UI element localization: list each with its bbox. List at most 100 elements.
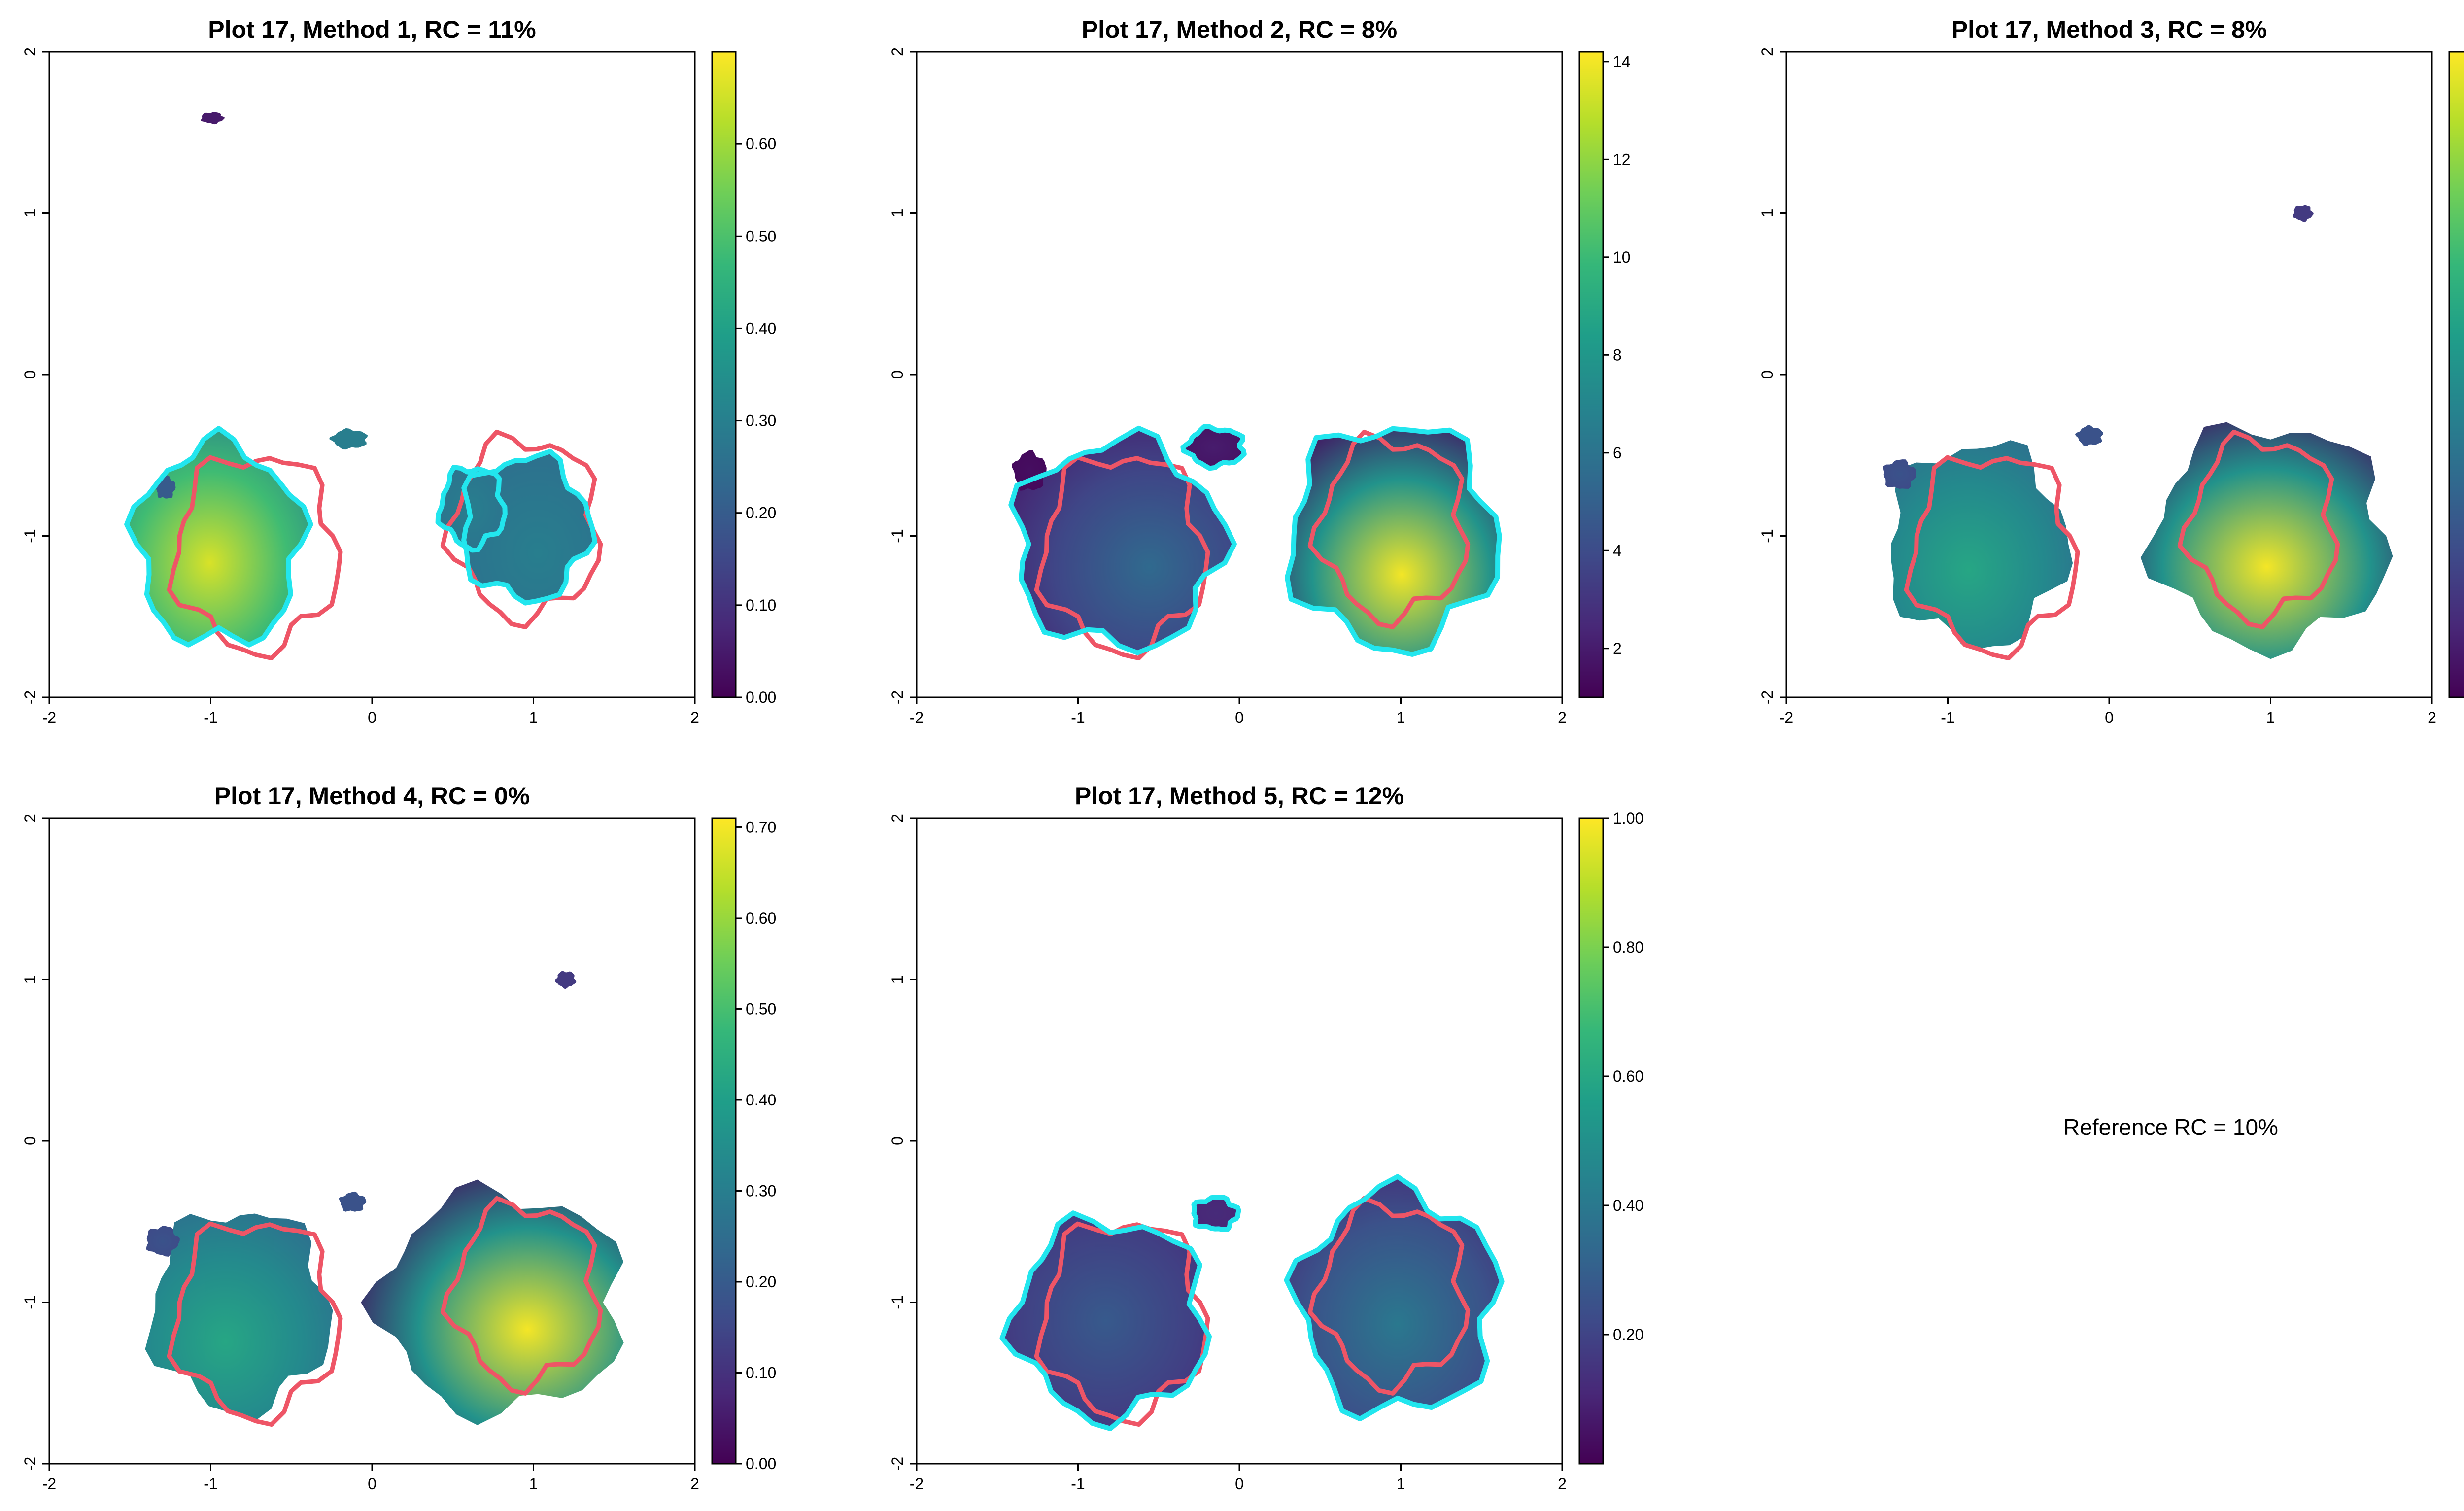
- x-tick-label: 0: [1235, 1475, 1244, 1493]
- x-tick-label: 0: [368, 1475, 376, 1493]
- y-tick-label: 2: [889, 814, 906, 823]
- heatmap-layer: [125, 112, 597, 647]
- colorbar-tick-label: 10: [1613, 248, 1631, 266]
- x-tick-label: 2: [2428, 709, 2436, 726]
- heat-blob: [2292, 205, 2314, 223]
- panel-title: Plot 17, Method 4, RC = 0%: [214, 782, 530, 810]
- colorbar: [2448, 51, 2464, 698]
- colorbar-tick-label: 0.30: [746, 1182, 776, 1200]
- colorbar-tick-label: 6: [1613, 444, 1622, 462]
- colorbar-tick-label: 0.60: [1613, 1067, 1643, 1085]
- x-tick-label: 1: [529, 1475, 538, 1493]
- x-tick-label: 2: [1558, 709, 1567, 726]
- x-tick-label: -1: [204, 1475, 217, 1493]
- y-tick-label: 1: [1758, 209, 1776, 218]
- reference-outline: [1307, 429, 1471, 629]
- reference-outline: [167, 455, 343, 660]
- method-outline: [1285, 426, 1502, 657]
- heat-blob: [1891, 440, 2073, 649]
- method-outline: [1284, 1174, 1505, 1421]
- y-tick-label: 0: [889, 370, 906, 379]
- heatmap-layer: [145, 971, 624, 1425]
- heat-blob: [1012, 450, 1047, 491]
- colorbar-tick-label: 0.50: [746, 227, 776, 245]
- x-tick-label: -2: [1780, 709, 1793, 726]
- y-tick-label: 1: [21, 209, 39, 218]
- method-outline: [1180, 424, 1247, 471]
- y-tick-label: 1: [21, 975, 39, 984]
- colorbar-tick-label: 0.20: [1613, 1326, 1643, 1343]
- colorbar-tick-label: 0.20: [746, 1273, 776, 1291]
- colorbar: [1578, 817, 1604, 1465]
- heat-blob: [200, 112, 225, 125]
- x-tick-label: -2: [42, 1475, 56, 1493]
- method-outline: [999, 1210, 1212, 1431]
- heat-blob: [1008, 426, 1237, 655]
- x-tick-label: 1: [529, 709, 538, 726]
- y-tick-label: -2: [21, 1457, 39, 1471]
- heat-blob: [554, 971, 577, 989]
- colorbar-tick-label: 1.00: [1613, 809, 1643, 827]
- y-tick-label: 2: [889, 47, 906, 56]
- heat-blob: [1000, 1210, 1212, 1431]
- y-tick-label: 2: [21, 47, 39, 56]
- colorbar: [711, 51, 737, 698]
- heat-blob: [329, 428, 368, 450]
- y-tick-label: 0: [21, 1136, 39, 1145]
- colorbar-tick-label: 0.80: [1613, 938, 1643, 956]
- x-tick-label: 2: [1558, 1475, 1567, 1493]
- x-tick-label: -1: [1071, 709, 1085, 726]
- y-tick-label: -2: [21, 690, 39, 704]
- y-tick-label: -1: [21, 529, 39, 543]
- x-tick-label: -2: [910, 709, 924, 726]
- colorbar-tick-label: 0.60: [746, 909, 776, 927]
- colorbar-tick-label: 0.40: [746, 1091, 776, 1109]
- y-tick-label: 2: [21, 814, 39, 823]
- x-tick-label: 0: [2105, 709, 2114, 726]
- panel-1: Plot 17, Method 1, RC = 11% -2 -1 0 1 2 -2 -1 0 1…: [21, 16, 776, 726]
- colorbar-tick-label: 0.20: [746, 504, 776, 522]
- heat-blob: [437, 466, 506, 551]
- x-tick-label: 2: [690, 709, 699, 726]
- heat-blob: [1883, 459, 1916, 489]
- reference-outline: [1034, 455, 1210, 660]
- reference-outline: [167, 1221, 343, 1427]
- x-tick-label: -2: [42, 709, 56, 726]
- heat-blob: [1285, 426, 1502, 657]
- colorbar-tick-label: 0.30: [746, 412, 776, 430]
- y-tick-label: -1: [21, 1295, 39, 1309]
- colorbar-tick-label: 0.70: [746, 818, 776, 836]
- colorbar-tick-label: 0.10: [746, 596, 776, 614]
- x-tick-label: -1: [204, 709, 217, 726]
- heat-blob: [339, 1191, 367, 1212]
- y-tick-label: 1: [889, 975, 906, 984]
- colorbar-tick-label: 2: [1613, 640, 1622, 657]
- colorbar: [711, 817, 737, 1465]
- y-tick-label: 2: [1758, 47, 1776, 56]
- y-tick-label: -2: [889, 1457, 906, 1471]
- x-tick-label: 2: [690, 1475, 699, 1493]
- heat-blob: [2075, 425, 2103, 446]
- colorbar-tick-label: 0.10: [746, 1364, 776, 1381]
- method-outline: [1191, 1195, 1241, 1232]
- x-tick-label: -1: [1071, 1475, 1085, 1493]
- colorbar-tick-label: 0.00: [746, 1455, 776, 1473]
- heatmap-layer: [1008, 426, 1502, 657]
- plot-frame: [48, 51, 696, 698]
- x-tick-label: 1: [1397, 1475, 1405, 1493]
- y-tick-label: -1: [889, 1295, 906, 1309]
- panel-4: Plot 17, Method 4, RC = 0% -2 -1 0 1 2 -2 -1 0 1 2…: [21, 782, 776, 1493]
- y-tick-label: -1: [1758, 529, 1776, 543]
- heat-blob: [146, 1226, 180, 1257]
- colorbar-tick-label: 4: [1613, 542, 1622, 559]
- colorbar-tick-label: 0.60: [746, 135, 776, 153]
- colorbar-tick-label: 0.50: [746, 1000, 776, 1018]
- panel-5: Plot 17, Method 5, RC = 12% -2 -1 0 1 2 -2 -1 0 1…: [889, 782, 1643, 1493]
- method-outline: [461, 449, 598, 606]
- reference-outline: [1904, 455, 2080, 660]
- y-tick-label: 1: [889, 209, 906, 218]
- panels-layer: Plot 17, Method 1, RC = 11%-2 -1 0 1 2-2-101…: [21, 16, 2464, 1493]
- x-tick-label: 1: [1397, 709, 1405, 726]
- heat-blob: [1182, 426, 1245, 469]
